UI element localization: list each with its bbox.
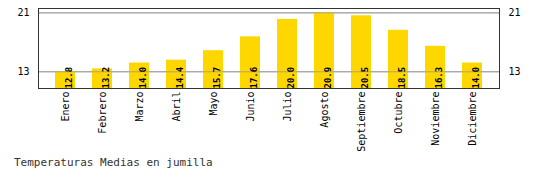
svg-text:Junio: Junio <box>245 92 256 122</box>
svg-text:12.8: 12.8 <box>64 67 74 89</box>
svg-text:Mayo: Mayo <box>208 92 219 116</box>
svg-text:Abril: Abril <box>171 92 182 122</box>
svg-text:13: 13 <box>509 66 521 77</box>
svg-text:20.5: 20.5 <box>360 67 370 89</box>
svg-text:15.7: 15.7 <box>212 67 222 89</box>
svg-text:Septiembre: Septiembre <box>356 92 367 152</box>
svg-text:21: 21 <box>509 7 521 18</box>
svg-text:Agosto: Agosto <box>319 92 330 128</box>
svg-text:13.2: 13.2 <box>101 67 111 89</box>
html-text:Temperaturas Medias en jumilla: Temperaturas Medias en jumilla <box>14 156 213 169</box>
svg-text:16.3: 16.3 <box>434 67 444 89</box>
svg-text:14.0: 14.0 <box>138 67 148 89</box>
svg-text:Febrero: Febrero <box>97 92 108 134</box>
svg-text:Enero: Enero <box>60 92 71 122</box>
svg-text:13: 13 <box>17 66 29 77</box>
svg-text:Julio: Julio <box>282 92 293 122</box>
svg-text:Noviembre: Noviembre <box>430 92 441 146</box>
svg-text:14.0: 14.0 <box>471 67 481 89</box>
svg-text:Diciembre: Diciembre <box>467 92 478 146</box>
svg-text:Marzo: Marzo <box>134 92 145 122</box>
svg-text:20.0: 20.0 <box>286 67 296 89</box>
svg-text:21: 21 <box>17 7 29 18</box>
svg-text:Octubre: Octubre <box>393 92 404 134</box>
svg-text:20.9: 20.9 <box>323 67 333 89</box>
svg-text:14.4: 14.4 <box>175 66 185 88</box>
svg-text:17.6: 17.6 <box>249 67 259 89</box>
svg-text:18.5: 18.5 <box>397 67 407 89</box>
